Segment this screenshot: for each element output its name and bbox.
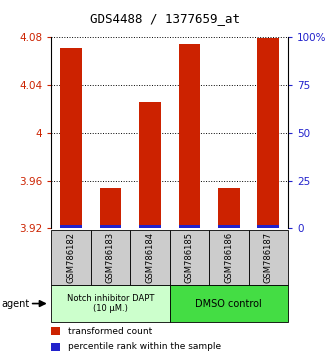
Bar	[178, 44, 200, 228]
Text: Notch inhibitor DAPT
(10 μM.): Notch inhibitor DAPT (10 μM.)	[67, 294, 154, 313]
Text: GSM786183: GSM786183	[106, 232, 115, 283]
Bar	[51, 230, 91, 285]
Text: GDS4488 / 1377659_at: GDS4488 / 1377659_at	[90, 12, 241, 25]
Bar	[51, 343, 60, 351]
Text: transformed count: transformed count	[68, 327, 152, 336]
Bar	[51, 285, 169, 322]
Bar	[139, 225, 161, 228]
Text: GSM786187: GSM786187	[264, 232, 273, 283]
Bar	[258, 225, 279, 228]
Text: GSM786184: GSM786184	[145, 232, 155, 283]
Text: agent: agent	[2, 298, 30, 309]
Bar	[139, 102, 161, 228]
Bar	[218, 225, 240, 228]
Bar	[209, 230, 249, 285]
Bar	[249, 230, 288, 285]
Bar	[169, 285, 288, 322]
Bar	[169, 230, 209, 285]
Bar	[130, 230, 169, 285]
Bar	[60, 225, 82, 228]
Text: GSM786186: GSM786186	[224, 232, 233, 283]
Bar	[258, 38, 279, 228]
Bar	[100, 188, 121, 228]
Text: GSM786185: GSM786185	[185, 232, 194, 283]
Bar	[60, 48, 82, 228]
Text: DMSO control: DMSO control	[195, 298, 262, 309]
Text: percentile rank within the sample: percentile rank within the sample	[68, 342, 221, 351]
Bar	[91, 230, 130, 285]
Bar	[178, 225, 200, 228]
Bar	[51, 327, 60, 335]
Text: GSM786182: GSM786182	[67, 232, 75, 283]
Bar	[218, 188, 240, 228]
Bar	[100, 225, 121, 228]
